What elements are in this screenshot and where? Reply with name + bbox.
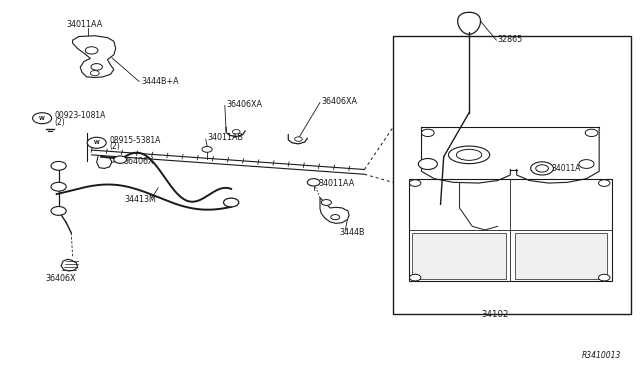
Text: 34011A: 34011A bbox=[552, 164, 581, 173]
Circle shape bbox=[294, 137, 302, 141]
Text: 3444B: 3444B bbox=[339, 228, 365, 237]
Bar bbox=[412, 232, 506, 279]
Bar bbox=[409, 179, 612, 281]
Polygon shape bbox=[61, 259, 77, 271]
Circle shape bbox=[51, 206, 66, 215]
Text: 3444B+A: 3444B+A bbox=[141, 77, 179, 86]
Text: 36406X: 36406X bbox=[124, 157, 154, 166]
Text: 36406X: 36406X bbox=[46, 274, 76, 283]
Circle shape bbox=[91, 64, 102, 70]
Circle shape bbox=[598, 180, 610, 186]
Circle shape bbox=[33, 113, 52, 124]
Text: W: W bbox=[39, 116, 45, 121]
Polygon shape bbox=[458, 12, 481, 34]
Text: 36406XA: 36406XA bbox=[321, 97, 357, 106]
Circle shape bbox=[410, 180, 421, 186]
Circle shape bbox=[223, 198, 239, 207]
Ellipse shape bbox=[456, 149, 482, 160]
Circle shape bbox=[85, 47, 98, 54]
Circle shape bbox=[598, 274, 610, 281]
Circle shape bbox=[531, 162, 554, 175]
Circle shape bbox=[419, 158, 437, 170]
Circle shape bbox=[232, 129, 240, 134]
Bar bbox=[393, 36, 631, 314]
Text: 32865: 32865 bbox=[498, 35, 523, 44]
Circle shape bbox=[410, 274, 421, 281]
Circle shape bbox=[90, 71, 99, 76]
Text: 34011AA: 34011AA bbox=[318, 179, 355, 187]
Ellipse shape bbox=[449, 146, 490, 164]
Circle shape bbox=[114, 156, 127, 163]
Circle shape bbox=[307, 179, 320, 186]
Text: 34102: 34102 bbox=[482, 311, 509, 320]
Circle shape bbox=[579, 160, 594, 169]
Circle shape bbox=[321, 199, 332, 205]
Circle shape bbox=[202, 147, 212, 152]
Circle shape bbox=[536, 165, 548, 172]
Text: 08915-5381A: 08915-5381A bbox=[109, 136, 161, 145]
Text: 36406XA: 36406XA bbox=[226, 100, 262, 109]
Text: (2): (2) bbox=[55, 118, 65, 127]
Polygon shape bbox=[72, 36, 116, 77]
Circle shape bbox=[51, 182, 66, 191]
Text: 34413M: 34413M bbox=[125, 195, 156, 205]
Text: 00923-1081A: 00923-1081A bbox=[55, 111, 106, 120]
Text: (2): (2) bbox=[109, 142, 120, 151]
Circle shape bbox=[585, 129, 598, 137]
Circle shape bbox=[51, 161, 66, 170]
Bar bbox=[515, 232, 607, 279]
Circle shape bbox=[87, 137, 106, 148]
Polygon shape bbox=[320, 198, 349, 223]
Text: 34011AA: 34011AA bbox=[66, 20, 102, 29]
Text: W: W bbox=[94, 140, 100, 145]
Circle shape bbox=[422, 129, 434, 137]
Circle shape bbox=[331, 215, 340, 220]
Text: R3410013: R3410013 bbox=[582, 351, 621, 360]
Text: 34011AB: 34011AB bbox=[207, 133, 243, 142]
